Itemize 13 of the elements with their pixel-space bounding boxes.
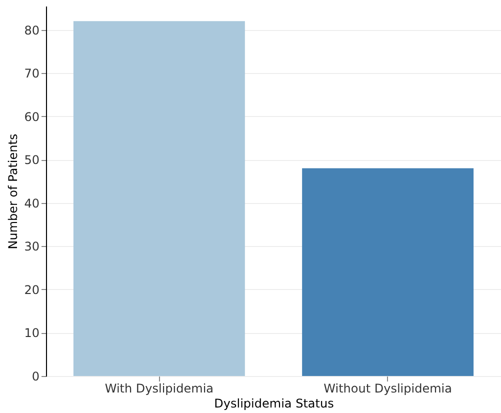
- y-tick-label: 60: [24, 110, 40, 124]
- y-tick-label: 30: [24, 240, 40, 254]
- y-tick-label: 40: [24, 196, 40, 210]
- x-axis-title: Dyslipidemia Status: [214, 396, 334, 410]
- y-axis-title: Number of Patients: [6, 134, 20, 250]
- x-tick-label: With Dyslipidemia: [104, 382, 214, 396]
- y-tick-label: 80: [24, 23, 40, 38]
- y-tick-label: 20: [24, 282, 40, 297]
- y-tick-label: 70: [24, 66, 40, 81]
- y-tick-label: 0: [32, 370, 40, 384]
- y-tick-label: 10: [24, 326, 40, 340]
- y-tick-label: 50: [24, 153, 40, 168]
- x-tick-label: Without Dyslipidemia: [324, 382, 452, 396]
